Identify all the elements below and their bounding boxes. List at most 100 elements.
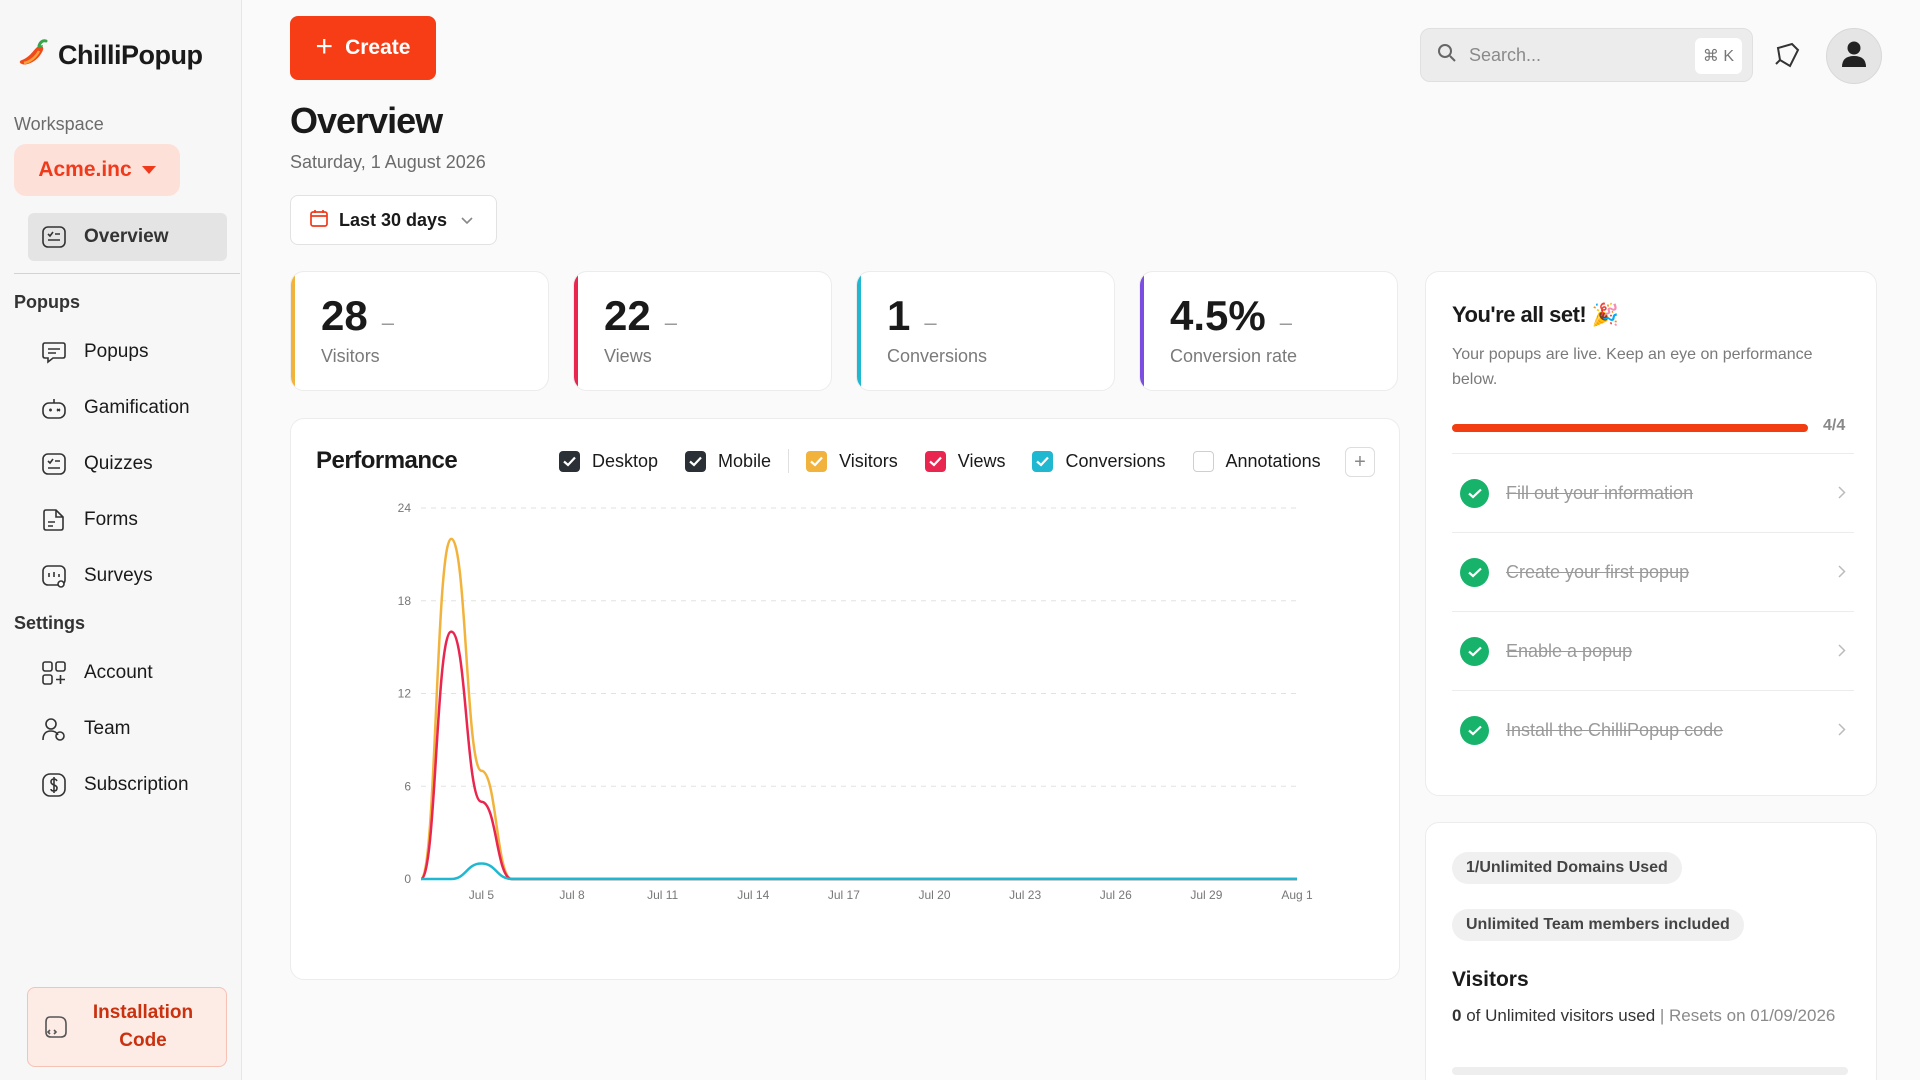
progress-fill	[1452, 424, 1808, 432]
stat-card-conversions: 1– Conversions	[856, 271, 1115, 391]
check-circle-icon	[1460, 557, 1489, 587]
plus-icon: +	[1354, 450, 1366, 473]
feedback-icon[interactable]	[1772, 40, 1802, 70]
page-title: Overview	[290, 100, 443, 141]
sidebar-item-account[interactable]: Account	[28, 649, 227, 697]
legend-label: Mobile	[718, 450, 772, 471]
x-tick-label: Jul 20	[919, 888, 951, 902]
legend-annotations[interactable]: Annotations	[1192, 450, 1321, 472]
chevron-right-icon	[1838, 720, 1846, 741]
checklist-item[interactable]: Enable a popup	[1452, 611, 1854, 690]
avatar[interactable]	[1826, 28, 1882, 84]
checkbox-unchecked-icon	[1192, 450, 1214, 472]
stat-card-visitors: 28– Visitors	[290, 271, 549, 391]
date-range-selector[interactable]: Last 30 days	[290, 195, 497, 245]
search-input[interactable]	[1469, 44, 1679, 66]
sidebar-item-surveys[interactable]: Surveys	[28, 552, 227, 600]
chevron-right-icon	[1838, 483, 1846, 504]
visitors-usage-bar	[1452, 1067, 1848, 1075]
checklist-item[interactable]: Install the ChilliPopup code	[1452, 690, 1854, 769]
date-range-label: Last 30 days	[339, 209, 448, 230]
setup-checklist-card: You're all set! 🎉 Your popups are live. …	[1425, 271, 1877, 796]
stat-label: Visitors	[321, 346, 380, 366]
checkbox-checked-icon	[1032, 450, 1054, 472]
code-icon	[42, 1013, 70, 1041]
series-line-visitors	[419, 537, 1297, 881]
setup-progress-bar	[1452, 424, 1808, 432]
performance-title: Performance	[316, 447, 458, 474]
legend-label: Desktop	[592, 450, 659, 471]
sidebar-item-label: Gamification	[84, 397, 190, 418]
legend-visitors[interactable]: Visitors	[806, 450, 898, 472]
x-tick-label: Jul 26	[1100, 888, 1132, 902]
x-tick-label: Jul 29	[1190, 888, 1222, 902]
app-name: ChilliPopup	[58, 40, 203, 70]
install-label-line1: Installation	[92, 1002, 194, 1023]
grid-icon	[40, 659, 68, 687]
x-tick-label: Jul 14	[737, 888, 769, 902]
installation-code-button[interactable]: Installation Code	[27, 987, 227, 1067]
legend-desktop[interactable]: Desktop	[559, 450, 659, 472]
resets-text: | Resets on 01/09/2026	[1655, 1006, 1836, 1025]
team-members-badge: Unlimited Team members included	[1452, 909, 1744, 941]
sidebar-item-forms[interactable]: Forms	[28, 496, 227, 544]
stat-card-views: 22– Views	[573, 271, 832, 391]
sidebar-item-gamification[interactable]: Gamification	[28, 384, 227, 432]
x-tick-label: Jul 17	[828, 888, 860, 902]
page-date: Saturday, 1 August 2026	[290, 152, 486, 172]
legend-views[interactable]: Views	[924, 450, 1005, 472]
chilli-icon	[16, 36, 50, 75]
users-icon	[40, 715, 68, 743]
checklist-item[interactable]: Fill out your information	[1452, 453, 1854, 532]
gamepad-icon	[40, 394, 68, 422]
workspace-name: Acme.inc	[38, 158, 132, 181]
y-tick-label: 0	[404, 872, 411, 886]
checklist-item-label: Create your first popup	[1506, 561, 1690, 582]
check-circle-icon	[1460, 636, 1489, 666]
stat-value: 28	[321, 292, 368, 339]
user-icon	[1841, 40, 1867, 73]
checkbox-checked-icon	[685, 450, 707, 472]
add-annotation-button[interactable]: +	[1345, 447, 1375, 477]
sidebar: ChilliPopup Workspace Acme.inc Overview …	[0, 0, 242, 1080]
sidebar-item-label: Forms	[84, 509, 138, 530]
chevron-down-icon	[461, 212, 473, 228]
plan-usage-card: 1/Unlimited Domains Used Unlimited Team …	[1425, 822, 1877, 1080]
logo[interactable]: ChilliPopup	[16, 36, 203, 75]
checkbox-checked-icon	[559, 450, 580, 472]
sidebar-item-popups[interactable]: Popups	[28, 328, 227, 376]
check-circle-icon	[1460, 715, 1489, 745]
search-shortcut-badge: ⌘ K	[1694, 38, 1742, 74]
y-tick-label: 12	[398, 687, 412, 701]
legend-conversions[interactable]: Conversions	[1032, 450, 1166, 472]
setup-subtitle: Your popups are live. Keep an eye on per…	[1452, 346, 1813, 388]
legend-mobile[interactable]: Mobile	[685, 450, 772, 472]
survey-icon	[40, 562, 68, 590]
sidebar-item-quizzes[interactable]: Quizzes	[28, 440, 227, 488]
stat-card-conversion-rate: 4.5% – Conversion rate	[1139, 271, 1398, 391]
document-icon	[40, 506, 68, 534]
checklist-item[interactable]: Create your first popup	[1452, 532, 1854, 611]
search-icon	[1437, 43, 1457, 68]
installation-code-label: Installation Code	[70, 999, 226, 1055]
sidebar-item-label: Popups	[84, 341, 149, 362]
popups-section-label: Popups	[14, 292, 80, 312]
sidebar-item-subscription[interactable]: Subscription	[28, 761, 227, 809]
sidebar-item-overview[interactable]: Overview	[28, 213, 227, 261]
dollar-icon	[40, 771, 68, 799]
trend-dash: –	[664, 310, 677, 335]
y-tick-label: 6	[404, 779, 411, 793]
workspace-selector[interactable]: Acme.inc	[14, 144, 180, 196]
divider	[14, 273, 240, 274]
create-label: Create	[345, 36, 411, 59]
create-button[interactable]: + Create	[290, 16, 436, 80]
checklist-item-label: Enable a popup	[1506, 640, 1633, 661]
check-circle-icon	[1460, 478, 1489, 508]
search-bar[interactable]: ⌘ K	[1420, 28, 1753, 82]
sidebar-item-team[interactable]: Team	[28, 705, 227, 753]
workspace-label: Workspace	[14, 114, 104, 134]
plus-icon: +	[315, 29, 334, 63]
x-tick-label: Jul 8	[559, 888, 585, 902]
stat-value: 1	[887, 292, 911, 339]
legend-label: Annotations	[1225, 450, 1321, 471]
